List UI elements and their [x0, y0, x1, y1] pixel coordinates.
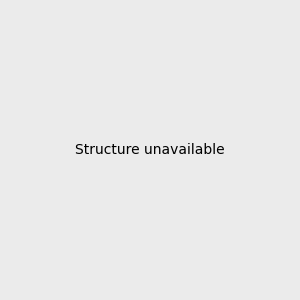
Text: Structure unavailable: Structure unavailable: [75, 143, 225, 157]
